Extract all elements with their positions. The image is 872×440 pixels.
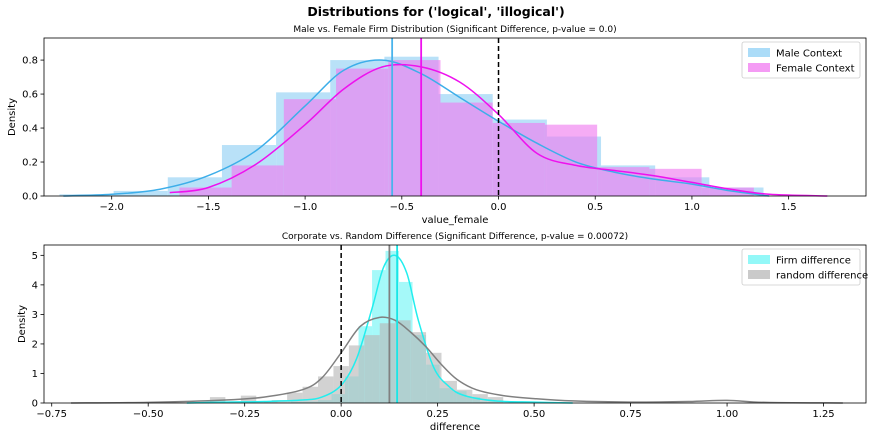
- legend-box: [741, 248, 861, 286]
- chart-title: Corporate vs. Random Difference (Signifi…: [282, 232, 628, 242]
- y-tick-label: 3: [32, 310, 38, 321]
- histogram-random-difference: [209, 320, 504, 403]
- histogram-bar: [364, 335, 380, 403]
- histogram-female-context: [179, 60, 754, 196]
- legend-swatch: [748, 48, 770, 57]
- x-tick-label: −2.0: [100, 202, 124, 213]
- legend: Firm difference random difference: [741, 248, 868, 286]
- histogram-bar: [395, 320, 411, 403]
- x-tick-label: 1.25: [812, 409, 834, 420]
- histogram-bar: [426, 352, 442, 403]
- histogram-bar: [231, 165, 284, 196]
- x-tick-label: −1.5: [196, 202, 220, 213]
- legend-label: Male Context: [776, 49, 842, 60]
- x-tick-label: −0.25: [229, 409, 260, 420]
- x-tick-label: 0.00: [330, 409, 352, 420]
- histogram-bar: [283, 99, 337, 196]
- histogram-bar: [113, 190, 168, 196]
- axes-frame: [43, 37, 867, 197]
- y-tick-label: 0.0: [22, 192, 38, 203]
- chart-panel-1: Male vs. Female Firm Distribution (Signi…: [7, 25, 867, 226]
- legend-label: Firm difference: [776, 256, 851, 267]
- histogram-bar: [410, 332, 427, 403]
- figure-suptitle: Distributions for ('logical', 'illogical…: [307, 4, 565, 19]
- histogram-bar: [487, 397, 504, 403]
- y-tick-label: 5: [32, 251, 38, 262]
- x-tick-label: −1.0: [293, 202, 317, 213]
- y-axis-label: Density: [7, 98, 18, 136]
- y-tick-label: 0.6: [22, 90, 38, 101]
- x-tick-label: 1.0: [684, 202, 700, 213]
- histogram-bar: [336, 68, 389, 196]
- y-tick-label: 2: [32, 339, 38, 350]
- y-tick-label: 0.2: [22, 158, 38, 169]
- x-tick-label: 0.0: [491, 202, 507, 213]
- y-axis-label: Density: [17, 305, 28, 343]
- y-tick-label: 0.4: [22, 124, 38, 135]
- y-tick-label: 4: [32, 280, 38, 291]
- x-tick-label: −0.75: [36, 409, 67, 420]
- histogram-bar: [179, 187, 232, 196]
- x-axis-label: difference: [430, 422, 480, 433]
- x-tick-label: 0.75: [619, 409, 641, 420]
- legend-label: Female Context: [776, 64, 855, 75]
- histogram-bar: [388, 60, 441, 196]
- histogram-bar: [379, 323, 396, 403]
- histogram-bar: [440, 102, 493, 196]
- kde-line-male-context: [63, 59, 770, 197]
- x-tick-label: 0.5: [587, 202, 603, 213]
- legend-label: random difference: [776, 271, 868, 282]
- histogram-bar: [701, 187, 754, 196]
- x-tick-label: −0.5: [390, 202, 414, 213]
- x-tick-label: 1.00: [716, 409, 738, 420]
- y-tick-label: 0: [32, 399, 38, 410]
- x-tick-label: 0.50: [523, 409, 545, 420]
- legend-swatch: [748, 255, 770, 264]
- x-tick-label: 0.25: [427, 409, 449, 420]
- histogram-bar: [318, 376, 334, 403]
- axes-frame: [43, 244, 867, 404]
- y-tick-label: 1: [32, 369, 38, 380]
- legend: Male Context Female Context: [741, 41, 861, 79]
- histogram-bar: [348, 345, 365, 403]
- legend-box: [741, 41, 861, 79]
- x-tick-label: −0.50: [133, 409, 164, 420]
- histogram-bar: [492, 122, 545, 196]
- y-tick-label: 0.8: [22, 56, 38, 67]
- chart-title: Male vs. Female Firm Distribution (Signi…: [293, 25, 616, 35]
- kde-line-random-difference: [71, 316, 843, 404]
- legend-swatch: [748, 270, 770, 279]
- histogram-bar: [287, 392, 303, 403]
- histogram-bar: [441, 380, 457, 403]
- legend-swatch: [748, 63, 770, 72]
- chart-panel-2: Corporate vs. Random Difference (Signifi…: [17, 232, 868, 433]
- x-axis-label: value_female: [422, 215, 489, 226]
- x-tick-label: 1.5: [781, 202, 797, 213]
